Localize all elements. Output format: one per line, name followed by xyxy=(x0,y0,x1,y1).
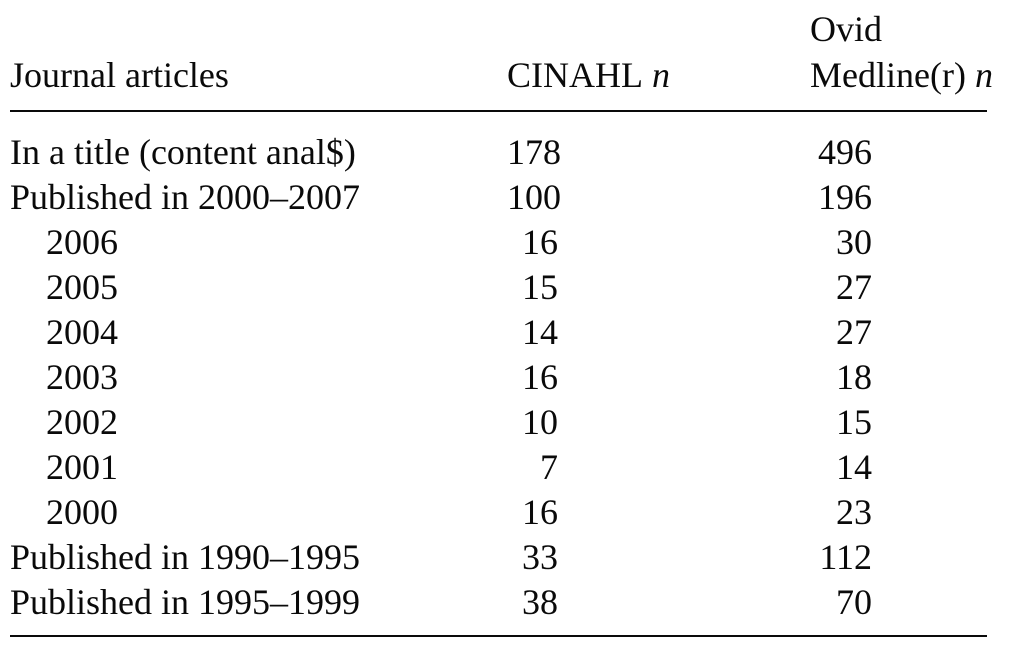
row-label-cell: Published in 1995–1999 xyxy=(10,580,507,637)
header-ovid-line1: Ovid xyxy=(810,9,882,49)
medline-value-cell: 112 xyxy=(819,537,872,577)
table-row: Published in 2000–2007 100 196 xyxy=(10,175,987,220)
row-label-cell: Published in 2000–2007 xyxy=(10,177,361,217)
cinahl-value-cell: 16 xyxy=(522,222,558,262)
table-row: Published in 1990–1995 33 112 xyxy=(10,535,987,580)
row-label-cell: In a title (content anal$) xyxy=(10,132,356,172)
table-body: In a title (content anal$) 178 496 Publi… xyxy=(10,111,987,637)
cinahl-value-cell: 33 xyxy=(522,537,558,577)
medline-value-cell: 15 xyxy=(836,402,872,442)
cinahl-value-cell: 16 xyxy=(522,357,558,397)
header-journal-articles: Journal articles xyxy=(10,2,507,112)
header-medline-line2: Medline(r) n xyxy=(810,52,993,98)
row-label-cell: 2003 xyxy=(46,357,118,397)
medline-value-cell: 496 xyxy=(818,132,872,172)
medline-value-cell: 30 xyxy=(836,222,872,262)
table-row: 2001 7 14 xyxy=(10,445,987,490)
cinahl-value-cell: 14 xyxy=(522,312,558,352)
table-header: Journal articles CINAHL n Ovid Medline(r)… xyxy=(10,2,993,112)
header-medline-n: n xyxy=(974,55,993,95)
table-row: 2006 16 30 xyxy=(10,220,987,265)
cinahl-value-cell: 16 xyxy=(522,492,558,532)
row-label-cell: 2006 xyxy=(46,222,118,262)
table-row: 2002 10 15 xyxy=(10,400,987,445)
table-row: Published in 1995–1999 38 70 xyxy=(10,580,987,637)
header-row: Journal articles CINAHL n Ovid Medline(r)… xyxy=(10,2,993,112)
table-row: 2005 15 27 xyxy=(10,265,987,310)
medline-value-cell: 18 xyxy=(836,357,872,397)
medline-value-cell: 196 xyxy=(818,177,872,217)
cinahl-value-cell: 38 xyxy=(507,580,810,637)
header-journal-articles-label: Journal articles xyxy=(10,55,229,95)
row-label-cell: 2002 xyxy=(46,402,118,442)
medline-value-cell: 70 xyxy=(810,580,987,637)
header-ovid-medline: Ovid Medline(r) n xyxy=(810,2,993,112)
cinahl-value-cell: 178 xyxy=(507,132,561,172)
cinahl-value-cell: 15 xyxy=(522,267,558,307)
row-label-cell: 2005 xyxy=(46,267,118,307)
header-cinahl-n: n xyxy=(651,55,670,95)
row-label-cell: 2001 xyxy=(46,447,118,487)
medline-value-cell: 27 xyxy=(836,267,872,307)
header-cinahl-label: CINAHL xyxy=(507,55,643,95)
row-label-cell: 2000 xyxy=(46,492,118,532)
table-row: In a title (content anal$) 178 496 xyxy=(10,111,987,175)
table-row: 2004 14 27 xyxy=(10,310,987,355)
medline-value-cell: 23 xyxy=(836,492,872,532)
table-row: 2003 16 18 xyxy=(10,355,987,400)
medline-value-cell: 27 xyxy=(836,312,872,352)
cinahl-value-cell: 7 xyxy=(540,447,558,487)
row-label-cell: 2004 xyxy=(46,312,118,352)
journal-articles-table: Journal articles CINAHL n Ovid Medline(r)… xyxy=(10,2,993,637)
table-row: 2000 16 23 xyxy=(10,490,987,535)
row-label-cell: Published in 1990–1995 xyxy=(10,537,361,577)
header-medline-label: Medline(r) xyxy=(810,55,966,95)
cinahl-value-cell: 10 xyxy=(522,402,558,442)
medline-value-cell: 14 xyxy=(836,447,872,487)
header-cinahl: CINAHL n xyxy=(507,2,810,112)
cinahl-value-cell: 100 xyxy=(507,177,561,217)
